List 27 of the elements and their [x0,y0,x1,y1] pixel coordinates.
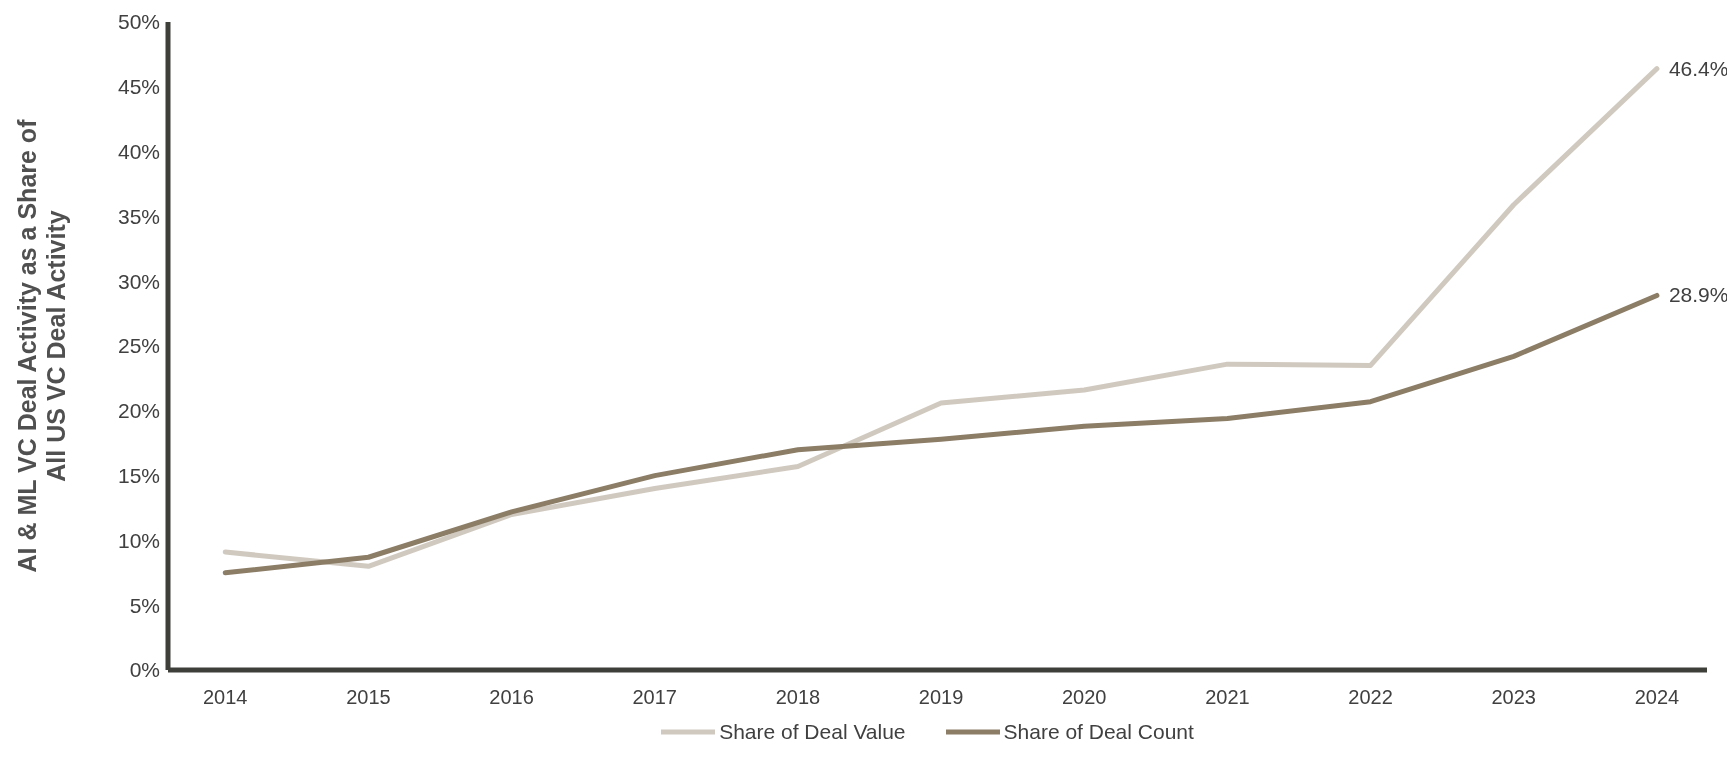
legend-label: Share of Deal Value [719,720,906,744]
data-label: 46.4% [1668,56,1729,80]
y-tick-label: 35% [117,204,160,228]
x-tick-label: 2018 [775,686,821,709]
y-tick-label: 50% [117,10,160,34]
y-tick-label: 0% [129,658,160,682]
data-label: 28.9% [1668,283,1729,307]
x-tick-label: 2016 [489,686,534,709]
y-tick-label: 30% [117,269,160,293]
x-tick-label: 2024 [1634,686,1680,709]
y-tick-label: 10% [117,528,160,552]
x-tick-label: 2022 [1348,686,1393,709]
y-tick-label: 5% [129,593,160,617]
y-tick-label: 45% [117,75,160,99]
legend-label: Share of Deal Count [1003,720,1194,744]
y-tick-label: 20% [117,399,160,423]
y-axis-title: AI & ML VC Deal Activity as a Share of All US VC Deal Activity [13,118,70,573]
y-tick-label: 40% [117,140,160,164]
y-tick-label: 15% [117,464,160,488]
y-tick-label: 25% [117,334,160,358]
x-tick-label: 2015 [346,686,391,709]
x-tick-label: 2019 [918,686,964,709]
x-tick-label: 2021 [1205,686,1250,709]
x-tick-label: 2014 [203,686,248,709]
x-tick-label: 2023 [1491,686,1536,709]
x-tick-label: 2017 [632,686,677,709]
x-tick-label: 2020 [1061,686,1107,709]
